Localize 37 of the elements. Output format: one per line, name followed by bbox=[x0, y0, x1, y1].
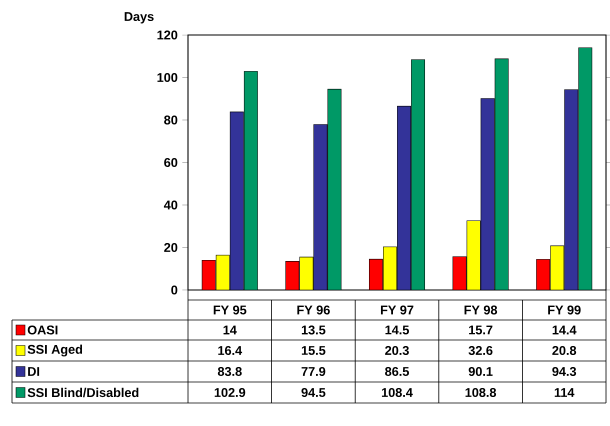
y-tick-label: 0 bbox=[171, 286, 178, 294]
x-tick-label: FY 99 bbox=[548, 306, 581, 314]
data-label: 20.3 bbox=[385, 346, 409, 356]
legend-label: SSI Blind/Disabled bbox=[28, 388, 138, 398]
data-label: 16.4 bbox=[218, 346, 242, 355]
y-tick-label: 120 bbox=[157, 30, 178, 40]
data-label: 102.9 bbox=[214, 388, 246, 397]
y-tick-label: 80 bbox=[164, 116, 178, 124]
legend-label: SSI Aged bbox=[28, 344, 82, 356]
data-label: 15.5 bbox=[302, 346, 326, 355]
data-label: 83.8 bbox=[218, 367, 242, 376]
y-tick-label: 20 bbox=[164, 243, 178, 252]
data-label: 108.4 bbox=[382, 388, 413, 397]
data-label: 77.9 bbox=[302, 367, 326, 376]
data-label: 94.3 bbox=[552, 367, 576, 376]
data-label: 32.6 bbox=[468, 346, 492, 356]
x-tick-label: FY 98 bbox=[464, 306, 498, 314]
y-tick-label: 60 bbox=[164, 158, 178, 167]
y-tick-label: 40 bbox=[164, 200, 178, 210]
y-tick-label: 100 bbox=[157, 73, 178, 82]
data-label: 114 bbox=[554, 388, 574, 397]
data-label: 14.5 bbox=[385, 326, 409, 334]
x-tick-label: FY 95 bbox=[214, 306, 246, 314]
data-label: 15.7 bbox=[469, 326, 492, 334]
legend-label: DI bbox=[28, 367, 40, 376]
data-label: 13.5 bbox=[302, 326, 326, 334]
data-label: 108.8 bbox=[466, 388, 496, 397]
data-label: 14 bbox=[224, 326, 237, 334]
data-label: 20.8 bbox=[552, 346, 576, 355]
data-label: 90.1 bbox=[468, 367, 493, 376]
legend-label: OASI bbox=[28, 326, 58, 334]
data-label: 86.5 bbox=[385, 367, 409, 376]
x-tick-label: FY 96 bbox=[297, 306, 330, 314]
y-axis-title: Days bbox=[124, 12, 154, 24]
data-label: 94.5 bbox=[302, 388, 326, 397]
data-label: 14.4 bbox=[552, 326, 576, 334]
x-tick-label: FY 97 bbox=[380, 306, 414, 314]
